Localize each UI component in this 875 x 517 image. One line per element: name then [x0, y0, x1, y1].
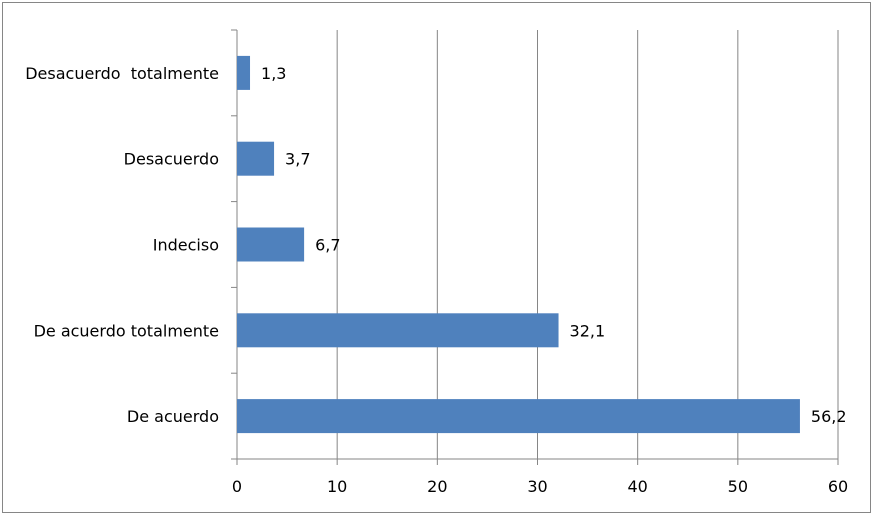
category-label: Desacuerdo totalmente — [25, 64, 219, 83]
category-label: Indeciso — [153, 236, 219, 255]
bar — [237, 55, 251, 90]
data-label: 32,1 — [570, 321, 606, 340]
x-tick-label: 20 — [427, 477, 447, 496]
data-label: 6,7 — [315, 236, 340, 255]
bar — [237, 399, 800, 434]
x-tick-label: 50 — [728, 477, 748, 496]
data-label: 3,7 — [285, 150, 310, 169]
data-label: 56,2 — [811, 407, 847, 426]
x-tick-label: 0 — [232, 477, 242, 496]
data-label: 1,3 — [261, 64, 286, 83]
x-tick-label: 10 — [327, 477, 347, 496]
category-label: Desacuerdo — [124, 150, 219, 169]
bar — [237, 141, 275, 176]
category-label: De acuerdo totalmente — [34, 321, 219, 340]
bar — [237, 227, 305, 262]
category-label: De acuerdo — [127, 407, 219, 426]
bar — [237, 313, 559, 348]
x-tick-label: 40 — [627, 477, 647, 496]
x-tick-label: 60 — [828, 477, 848, 496]
x-tick-label: 30 — [527, 477, 547, 496]
